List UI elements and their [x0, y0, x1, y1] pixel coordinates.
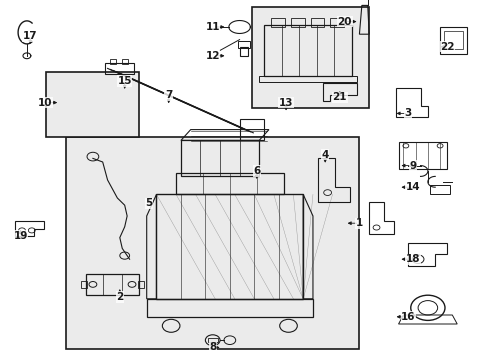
Text: 7: 7	[164, 90, 172, 100]
Bar	[122, 59, 128, 64]
Text: 3: 3	[404, 108, 411, 118]
Text: 20: 20	[337, 17, 351, 27]
Bar	[81, 281, 86, 288]
Text: 21: 21	[332, 92, 346, 102]
Text: 16: 16	[400, 312, 415, 322]
Bar	[429, 185, 449, 194]
Bar	[46, 72, 139, 137]
Text: 9: 9	[409, 161, 416, 171]
Text: 10: 10	[38, 98, 53, 108]
Text: 4: 4	[321, 150, 328, 160]
Text: 12: 12	[205, 51, 220, 61]
Bar	[110, 59, 116, 64]
Text: 22: 22	[439, 42, 454, 52]
Bar	[329, 18, 343, 27]
Bar	[138, 281, 144, 288]
Bar	[239, 47, 248, 56]
Bar	[207, 338, 217, 342]
Bar	[259, 76, 356, 82]
Text: 14: 14	[405, 182, 420, 192]
Text: 2: 2	[116, 292, 123, 302]
Text: 19: 19	[13, 231, 28, 241]
Text: 15: 15	[117, 76, 132, 86]
Bar	[238, 41, 249, 48]
Bar	[271, 18, 285, 27]
Text: 1: 1	[355, 218, 362, 228]
Bar	[290, 18, 304, 27]
Text: 11: 11	[205, 22, 220, 32]
Text: 13: 13	[278, 98, 293, 108]
Bar	[310, 18, 324, 27]
Text: 8: 8	[209, 342, 216, 352]
Text: 18: 18	[405, 254, 420, 264]
Bar	[66, 137, 359, 349]
Bar	[443, 31, 462, 49]
Text: 5: 5	[145, 198, 152, 208]
Text: 6: 6	[253, 166, 260, 176]
Text: 17: 17	[23, 31, 38, 41]
Bar	[251, 7, 368, 108]
